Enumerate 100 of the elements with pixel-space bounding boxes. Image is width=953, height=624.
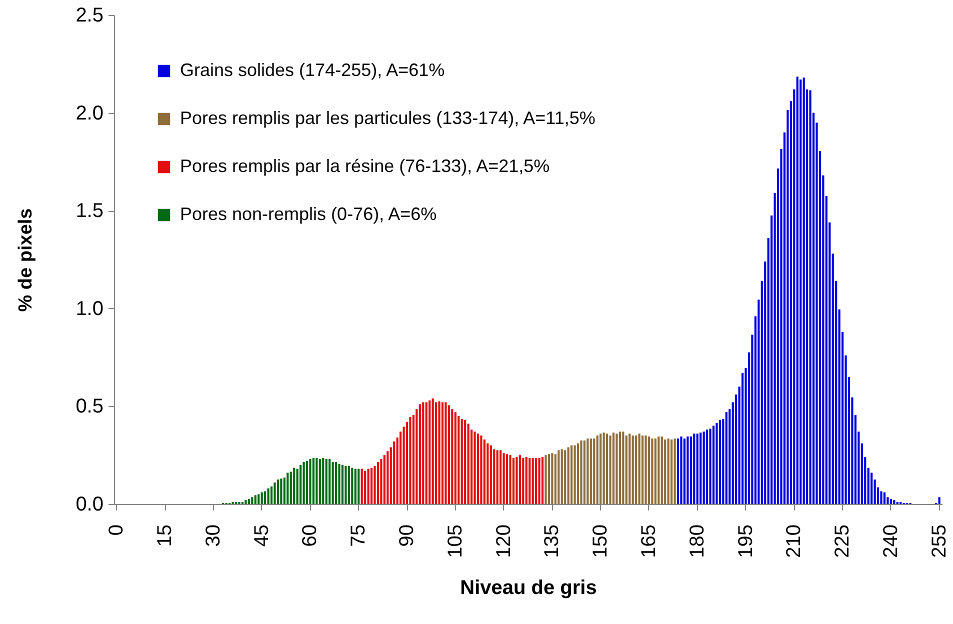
bar (374, 466, 376, 504)
bar (464, 420, 466, 504)
legend-label: Pores remplis par les particules (133-174), A=11,5% (180, 108, 596, 128)
bar (309, 459, 312, 504)
bar (435, 402, 438, 504)
bar (480, 436, 482, 504)
bar (676, 438, 680, 504)
bar (300, 464, 302, 504)
bar (302, 462, 305, 504)
bar (600, 434, 602, 504)
bar (725, 412, 728, 504)
bar (651, 438, 654, 504)
bar (616, 434, 618, 504)
bar (558, 450, 560, 504)
bar (612, 432, 615, 504)
bar (367, 468, 370, 504)
x-tick-label: 15 (154, 524, 176, 547)
bar (328, 459, 331, 504)
bar (258, 494, 260, 504)
bar (674, 438, 676, 504)
bar (880, 491, 882, 504)
y-tick-label: 2.0 (76, 102, 104, 124)
bar (244, 500, 247, 504)
bar (602, 432, 605, 504)
y-tick-label: 1.0 (76, 298, 104, 320)
bar (248, 499, 250, 504)
bar (583, 440, 586, 504)
bar (664, 439, 666, 504)
bar (667, 438, 670, 504)
bar (490, 445, 492, 504)
bar (280, 478, 282, 504)
bar (654, 438, 656, 504)
bar (890, 499, 892, 504)
bar (290, 472, 292, 504)
bar (535, 458, 538, 504)
x-tick-label: 0 (106, 524, 128, 536)
bar (293, 468, 296, 504)
bar (341, 464, 344, 504)
bar (525, 457, 528, 504)
x-tick-label: 210 (783, 524, 806, 558)
bar (609, 436, 612, 504)
bar (509, 455, 512, 504)
bar (354, 468, 356, 504)
bar (712, 426, 715, 504)
y-tick-label: 1.5 (76, 200, 104, 222)
bar (606, 434, 608, 504)
bar (544, 455, 547, 504)
bar (338, 464, 340, 504)
bar (576, 443, 580, 504)
y-axis-title: % de pixels (16, 208, 37, 312)
bar (567, 447, 570, 504)
x-tick-label: 120 (492, 524, 515, 558)
x-tick-label: 90 (396, 524, 418, 547)
bar (700, 432, 702, 504)
bar (316, 458, 318, 504)
bar (444, 402, 447, 504)
bar (351, 468, 354, 504)
bar (680, 436, 682, 504)
bar (383, 455, 386, 504)
bar (670, 439, 673, 504)
bar (286, 472, 289, 504)
bar (883, 492, 886, 504)
bar (254, 495, 256, 504)
bar (364, 470, 366, 504)
bar (718, 420, 722, 504)
bar (483, 439, 486, 504)
x-tick-label: 60 (299, 524, 322, 547)
bar (493, 449, 496, 504)
bar (393, 441, 396, 504)
bar (628, 434, 631, 504)
bar (276, 480, 280, 504)
bar (380, 459, 382, 504)
legend-label: Pores remplis par la résine (76-133), A=21,5% (180, 156, 550, 176)
bar (344, 466, 347, 504)
bar (541, 457, 544, 504)
bar (360, 468, 363, 504)
bar (260, 492, 263, 504)
bar (622, 432, 624, 504)
bar (370, 468, 373, 504)
bar (522, 458, 524, 504)
y-tick-label: 2.5 (76, 4, 104, 26)
bar (564, 450, 566, 504)
bar (800, 80, 802, 504)
bar (476, 434, 480, 504)
bar (809, 90, 812, 504)
bar (438, 401, 440, 504)
bar (548, 454, 550, 504)
bar (358, 468, 360, 504)
bar (386, 451, 389, 504)
bar (409, 416, 412, 504)
bar (467, 424, 470, 504)
y-tick-label: 0.0 (76, 494, 104, 516)
bar (334, 462, 338, 504)
bar (632, 436, 634, 504)
bar (938, 497, 940, 504)
x-tick-label: 165 (638, 524, 660, 558)
x-tick-label: 45 (250, 524, 273, 547)
bar (586, 438, 589, 504)
bar (312, 458, 315, 504)
bar (893, 500, 896, 504)
